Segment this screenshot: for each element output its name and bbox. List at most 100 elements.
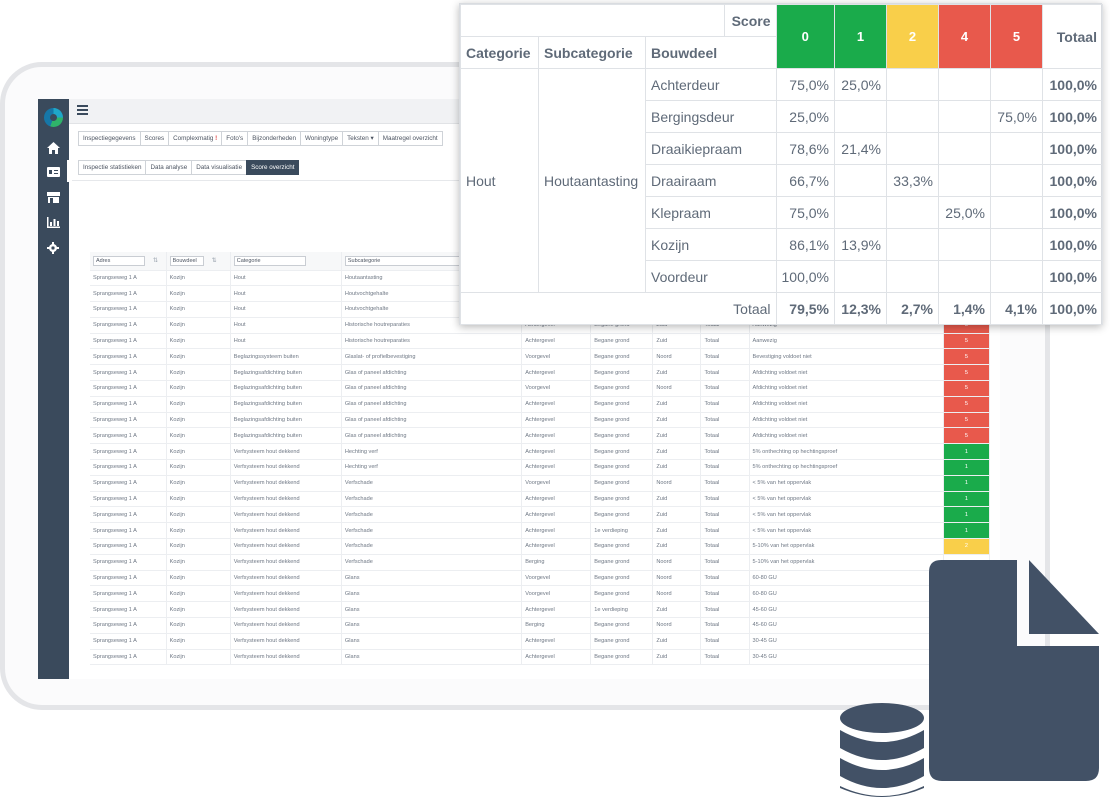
table-row[interactable]: Sprangseweg 1 A Kozijn Verfsysteem hout de…: [90, 522, 991, 540]
pivot-row-total: 100,0%: [1042, 196, 1103, 229]
table-cell: Glas of paneel afdichting: [341, 364, 523, 382]
table-cell: Sprangseweg 1 A: [90, 538, 167, 555]
table-row[interactable]: Sprangseweg 1 A Kozijn Hout Historische hou…: [90, 333, 991, 350]
table-cell: Hout: [230, 317, 342, 334]
table-cell: 60-80 GU: [749, 585, 944, 603]
table-row[interactable]: Sprangseweg 1 A Kozijn Beglazingsafdichtin…: [90, 364, 991, 382]
pivot-value-cell: [886, 228, 939, 261]
pivot-total-cell: 79,5%: [775, 292, 836, 325]
pivot-total-cell: 2,7%: [886, 292, 939, 325]
score-col-header: 0: [775, 4, 836, 69]
tab-bijzonderheden[interactable]: Bijzonderheden: [247, 131, 301, 146]
sort-icon[interactable]: ⇅: [153, 257, 159, 264]
table-cell: Kozijn: [166, 649, 231, 666]
filter-adres[interactable]: Adres: [93, 255, 145, 266]
table-row[interactable]: Sprangseweg 1 A Kozijn Verfsysteem hout de…: [90, 475, 991, 492]
filter-categorie[interactable]: Categorie: [233, 255, 306, 266]
table-row[interactable]: Sprangseweg 1 A Kozijn Verfsysteem hout de…: [90, 459, 991, 476]
table-row[interactable]: Sprangseweg 1 A Kozijn Beglazingsafdichtin…: [90, 427, 991, 445]
table-cell: Totaal: [700, 554, 750, 571]
table-cell: Kozijn: [166, 491, 231, 508]
table-row[interactable]: Sprangseweg 1 A Kozijn Beglazingsafdichtin…: [90, 396, 991, 413]
table-cell: Zuid: [652, 396, 702, 413]
id-card-icon[interactable]: [46, 167, 60, 180]
table-row[interactable]: Sprangseweg 1 A Kozijn Verfsysteem hout de…: [90, 633, 991, 650]
table-cell: Verfsysteem hout dekkend: [230, 601, 342, 619]
pivot-totals-row: Totaal 79,5% 12,3% 2,7% 1,4% 4,1% 100,0%: [460, 292, 1103, 325]
table-cell: Kozijn: [166, 348, 231, 366]
table-cell: Verfsysteem hout dekkend: [230, 506, 342, 524]
tab-maatregel-overzicht[interactable]: Maatregel overzicht: [377, 131, 443, 146]
score-cell: 1: [943, 443, 991, 461]
table-row[interactable]: Sprangseweg 1 A Kozijn Verfsysteem hout de…: [90, 617, 991, 634]
table-row[interactable]: Sprangseweg 1 A Kozijn Verfsysteem hout de…: [90, 649, 991, 666]
table-cell: Achtergevel: [521, 522, 592, 540]
pivot-bouwdeel: Klepraam: [645, 196, 777, 229]
table-row[interactable]: Sprangseweg 1 A Kozijn Verfsysteem hout de…: [90, 570, 991, 587]
score-cell: 1: [943, 491, 991, 508]
table-cell: Achtergevel: [521, 412, 592, 429]
table-cell: Kozijn: [166, 554, 231, 571]
table-cell: Sprangseweg 1 A: [90, 649, 167, 666]
table-row[interactable]: Sprangseweg 1 A Kozijn Beglazingsafdichtin…: [90, 380, 991, 397]
pivot-total-header: Totaal: [1042, 4, 1103, 69]
table-cell: Kozijn: [166, 617, 231, 634]
table-row[interactable]: Sprangseweg 1 A Kozijn Verfsysteem hout de…: [90, 506, 991, 524]
store-icon[interactable]: [46, 192, 60, 205]
pivot-bouwdeel: Draaikiepraam: [645, 132, 777, 165]
home-icon[interactable]: [46, 142, 60, 155]
table-cell: Verfsysteem hout dekkend: [230, 649, 342, 666]
table-cell: Verfsysteem hout dekkend: [230, 554, 342, 571]
table-cell: Kozijn: [166, 333, 231, 350]
pivot-value-cell: [938, 132, 991, 165]
pivot-row-total: 100,0%: [1042, 260, 1103, 293]
table-cell: Totaal: [700, 601, 750, 619]
tab-score-overzicht[interactable]: Score overzicht: [246, 160, 300, 175]
table-cell: Sprangseweg 1 A: [90, 554, 167, 571]
table-cell: Sprangseweg 1 A: [90, 522, 167, 540]
table-cell: Sprangseweg 1 A: [90, 412, 167, 429]
filter-bouwdeel[interactable]: Bouwdeel: [169, 255, 204, 266]
table-row[interactable]: Sprangseweg 1 A Kozijn Beglazingssysteem b…: [90, 348, 991, 366]
tab-fotos[interactable]: Foto's: [221, 131, 249, 146]
table-cell: Achtergevel: [521, 427, 592, 445]
table-cell: Glas of paneel afdichting: [341, 380, 523, 397]
score-col-header: 4: [938, 4, 991, 69]
filter-subcategorie[interactable]: Subcategorie: [344, 255, 465, 266]
table-row[interactable]: Sprangseweg 1 A Kozijn Verfsysteem hout de…: [90, 601, 991, 619]
table-cell: Beglazingsafdichting buiten: [230, 396, 342, 413]
table-cell: Noord: [652, 475, 702, 492]
table-cell: Sprangseweg 1 A: [90, 475, 167, 492]
sort-icon[interactable]: ⇅: [211, 257, 217, 264]
tab-scores[interactable]: Scores: [139, 131, 170, 146]
table-cell: Hout: [230, 333, 342, 350]
table-row[interactable]: Sprangseweg 1 A Kozijn Verfsysteem hout de…: [90, 554, 991, 571]
table-cell: Sprangseweg 1 A: [90, 617, 167, 634]
table-cell: Achtergevel: [521, 538, 592, 555]
table-cell: Verfsysteem hout dekkend: [230, 585, 342, 603]
table-row[interactable]: Sprangseweg 1 A Kozijn Verfsysteem hout de…: [90, 585, 991, 603]
gear-icon[interactable]: [46, 242, 60, 255]
pivot-row: Bergingsdeur 25,0% 75,0% 100,0%: [461, 100, 1103, 133]
tab-data-visualisatie[interactable]: Data visualisatie: [191, 160, 248, 175]
score-cell: 5: [943, 412, 991, 429]
pivot-value-cell: 75,0%: [775, 68, 836, 101]
score-cell: 5: [943, 348, 991, 366]
hamburger-icon[interactable]: [77, 105, 88, 115]
table-cell: Achtergevel: [521, 333, 592, 350]
table-cell: Begane grond: [590, 443, 654, 461]
table-cell: 1e verdieping: [590, 522, 654, 540]
table-row[interactable]: Sprangseweg 1 A Kozijn Verfsysteem hout de…: [90, 538, 991, 555]
table-row[interactable]: Sprangseweg 1 A Kozijn Beglazingsafdichtin…: [90, 412, 991, 429]
table-cell: Noord: [652, 348, 702, 366]
pivot-value-cell: [990, 164, 1043, 197]
table-row[interactable]: Sprangseweg 1 A Kozijn Verfsysteem hout de…: [90, 491, 991, 508]
tab-inspectiegegevens[interactable]: Inspectiegegevens: [78, 131, 141, 146]
chart-icon[interactable]: [46, 217, 60, 230]
tab-woningtype[interactable]: Woningtype: [299, 131, 344, 146]
tab-complexmatig[interactable]: Complexmatig !: [168, 131, 223, 146]
tab-teksten[interactable]: Teksten ▾: [342, 131, 379, 146]
table-row[interactable]: Sprangseweg 1 A Kozijn Verfsysteem hout de…: [90, 443, 991, 461]
tab-data-analyse[interactable]: Data analyse: [145, 160, 193, 175]
tab-inspectie-statistieken[interactable]: Inspectie statistieken: [78, 160, 147, 175]
